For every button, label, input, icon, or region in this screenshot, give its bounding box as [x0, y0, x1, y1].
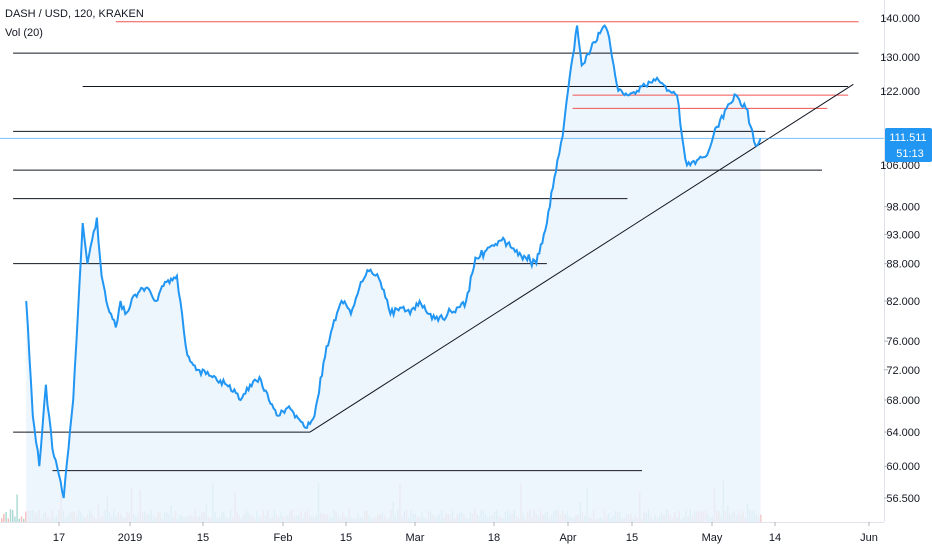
price-axis-tick: 68.000	[886, 395, 920, 407]
price-axis-tick: 76.000	[886, 336, 920, 348]
price-axis-labels: 140.000 130.000 122.000 106.000 98.000 93.000…	[880, 13, 920, 505]
price-axis-tick: 106.000	[880, 160, 920, 172]
time-axis-tick: 15	[197, 532, 209, 544]
volume-bar	[1, 518, 3, 522]
price-axis-tick: 98.000	[886, 202, 920, 214]
volume-bar	[760, 514, 762, 522]
price-axis-tick: 140.000	[880, 13, 920, 25]
price-badge-value: 111.511	[889, 132, 926, 144]
volume-bar	[5, 512, 7, 522]
price-axis-tick: 93.000	[886, 229, 920, 241]
price-axis-tick: 60.000	[886, 461, 920, 473]
volume-bar	[18, 518, 20, 522]
volume-bar	[16, 494, 18, 522]
volume-bar	[23, 518, 25, 522]
price-badge-countdown: 51:13	[896, 148, 924, 160]
volume-bar	[3, 513, 5, 522]
volume-bar	[25, 511, 27, 522]
time-axis-tick: 2019	[118, 532, 142, 544]
price-badge: 111.511 51:13	[885, 128, 932, 162]
time-axis-labels: 17 2019 15 Feb 15 Mar 18 Apr 15 May 14 Jun	[53, 522, 878, 544]
time-axis-tick: 15	[340, 532, 352, 544]
price-axis-tick: 130.000	[880, 52, 920, 64]
time-axis-tick: May	[702, 532, 723, 544]
price-axis-tick: 64.000	[886, 427, 920, 439]
price-axis-tick: 56.500	[886, 493, 920, 505]
price-axis-tick: 72.000	[886, 365, 920, 377]
price-axis-border	[884, 0, 885, 522]
time-axis-tick: 15	[626, 532, 638, 544]
price-axis-tick: 82.000	[886, 296, 920, 308]
time-axis-border	[0, 522, 884, 523]
price-axis-tick: 122.000	[880, 86, 920, 98]
time-axis-tick: 18	[488, 532, 500, 544]
symbol-title: DASH / USD, 120, KRAKEN	[5, 8, 144, 20]
time-axis-tick: Mar	[406, 532, 425, 544]
volume-bar	[14, 516, 16, 522]
price-axis-tick: 88.000	[886, 259, 920, 271]
horizontal-levels	[13, 21, 859, 472]
time-axis-tick: Feb	[274, 532, 293, 544]
volume-bar	[9, 509, 12, 522]
trendline[interactable]	[309, 83, 854, 433]
price-line	[25, 24, 762, 499]
time-axis-tick: Apr	[559, 532, 576, 544]
volume-bar	[12, 509, 14, 522]
time-axis-tick: 17	[53, 532, 65, 544]
volume-label: Vol (20)	[5, 27, 43, 39]
time-axis-tick: Jun	[860, 532, 878, 544]
volume-bar	[20, 516, 23, 522]
price-area	[26, 25, 761, 522]
volume-bar	[7, 518, 9, 522]
time-axis-tick: 14	[769, 532, 781, 544]
